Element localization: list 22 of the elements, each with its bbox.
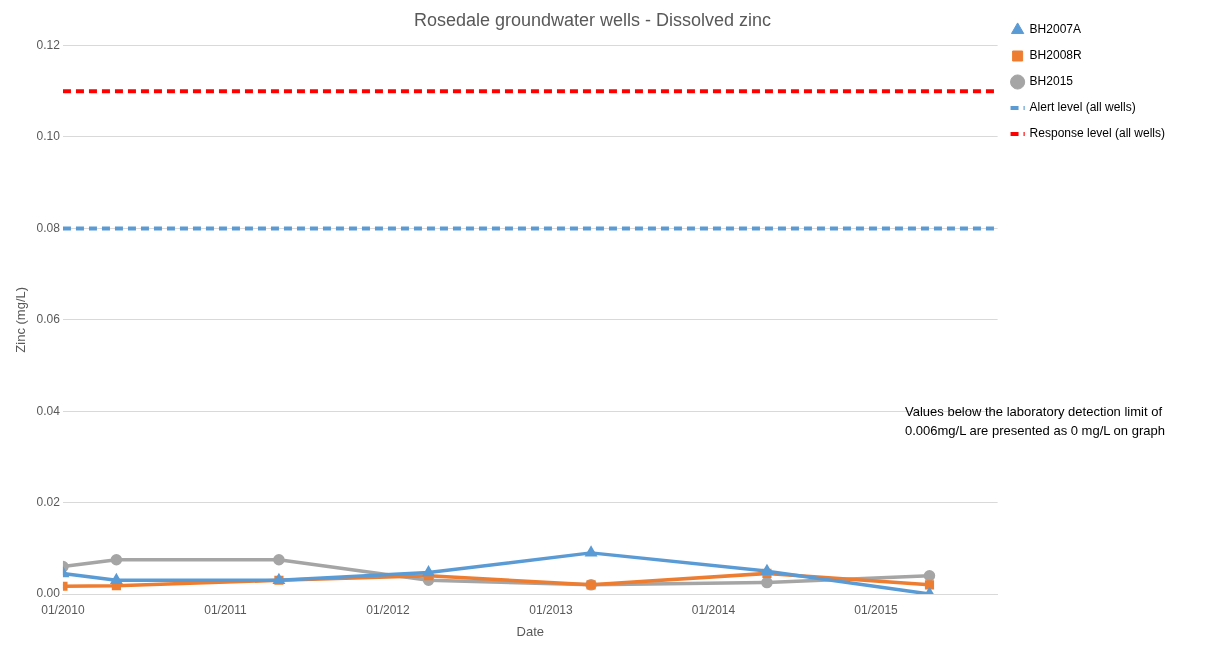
y-tick-label: 0.04 bbox=[36, 403, 61, 418]
x-tick-label: 01/2012 bbox=[366, 602, 411, 617]
y-tick-label: 0.08 bbox=[36, 220, 61, 235]
y-tick-label: 0.00 bbox=[36, 586, 61, 601]
chart-title: Rosedale groundwater wells - Dissolved zinc bbox=[413, 9, 772, 30]
x-tick-label: 01/2015 bbox=[854, 602, 899, 617]
legend-label: Response level (all wells) bbox=[1029, 126, 1165, 141]
annotation: Values below the laboratory detection limit of 0.006mg/L are presented as 0 mg/L on graph bbox=[905, 403, 1166, 440]
y-axis-title: Zinc (mg/L) bbox=[13, 286, 29, 353]
x-axis-title: Date bbox=[516, 623, 545, 639]
y-tick-label: 0.10 bbox=[36, 129, 61, 144]
legend-label: BH2007A bbox=[1029, 22, 1081, 37]
legend-label: BH2015 bbox=[1029, 74, 1074, 89]
y-tick-label: 0.06 bbox=[36, 312, 61, 327]
x-tick-label: 01/2014 bbox=[691, 602, 736, 617]
y-tick-label: 0.12 bbox=[36, 37, 61, 52]
y-tick-label: 0.02 bbox=[36, 494, 61, 509]
x-tick-label: 01/2010 bbox=[41, 602, 85, 617]
x-tick-label: 01/2013 bbox=[529, 602, 573, 617]
legend-label: Alert level (all wells) bbox=[1029, 100, 1136, 115]
legend-label: BH2008R bbox=[1029, 48, 1082, 63]
x-tick-label: 01/2011 bbox=[204, 602, 248, 617]
